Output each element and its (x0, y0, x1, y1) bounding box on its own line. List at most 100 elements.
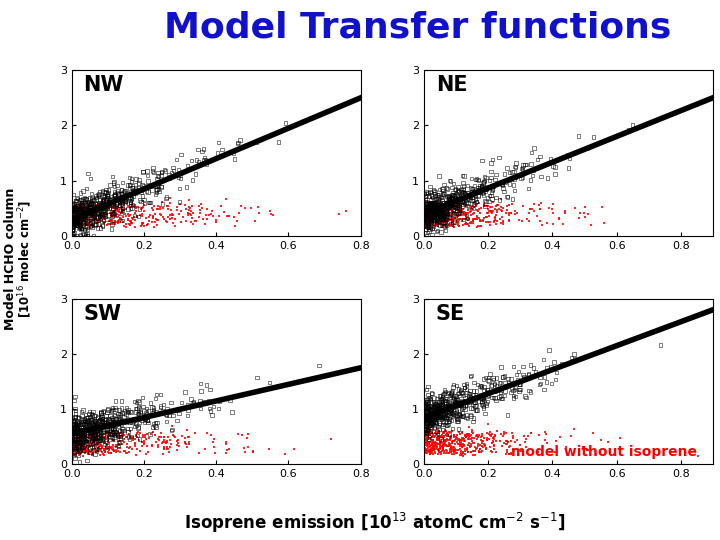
Point (424, 210, 436, 218)
Point (436, 405, 447, 414)
Point (90, 421, 102, 429)
Point (113, 414, 125, 422)
Point (440, 208, 451, 217)
Point (73, 420, 85, 429)
Point (418, 414, 430, 423)
Point (108, 435, 120, 444)
Point (419, 220, 431, 228)
Point (159, 437, 171, 446)
Point (464, 392, 476, 400)
Point (89, 435, 101, 443)
Point (97, 198, 109, 207)
Point (459, 431, 470, 440)
Point (459, 194, 471, 203)
Point (452, 198, 464, 206)
Point (440, 437, 451, 445)
Point (426, 191, 438, 199)
Point (478, 396, 490, 404)
Point (233, 209, 244, 218)
Point (480, 400, 492, 408)
Point (128, 212, 140, 221)
Point (426, 447, 438, 456)
Point (96, 435, 107, 443)
Point (112, 436, 123, 445)
Point (86, 190, 97, 198)
Point (112, 187, 123, 195)
Point (462, 193, 473, 202)
Point (120, 433, 132, 441)
Point (81, 204, 93, 213)
Point (465, 403, 477, 412)
Point (129, 397, 140, 406)
Point (89, 203, 100, 212)
Point (93, 217, 104, 225)
Point (483, 198, 495, 206)
Point (446, 194, 458, 203)
Point (473, 430, 485, 439)
Point (424, 208, 436, 217)
Point (99, 199, 110, 208)
Point (68, 436, 79, 444)
Point (541, 439, 552, 448)
Point (90, 192, 102, 200)
Point (148, 405, 160, 414)
Point (420, 421, 431, 429)
Point (426, 213, 438, 221)
Point (149, 430, 161, 439)
Point (524, 176, 536, 184)
Point (448, 447, 459, 456)
Point (107, 210, 119, 218)
Point (480, 173, 492, 182)
Point (426, 426, 437, 434)
Point (562, 151, 573, 159)
Point (467, 197, 478, 205)
Point (85, 424, 96, 433)
Point (438, 433, 449, 441)
Point (169, 215, 181, 224)
Point (441, 448, 452, 457)
Point (437, 204, 449, 212)
Point (449, 208, 460, 217)
Point (424, 418, 436, 427)
Point (122, 190, 134, 198)
Point (428, 402, 440, 411)
Point (142, 416, 153, 425)
Point (115, 430, 127, 438)
Point (453, 410, 464, 418)
Point (466, 440, 477, 449)
Point (434, 203, 446, 212)
Point (94, 434, 106, 442)
Point (487, 436, 499, 445)
Point (432, 208, 444, 217)
Point (94, 224, 106, 232)
Point (129, 209, 140, 218)
Point (425, 224, 436, 232)
Point (444, 193, 455, 202)
Point (124, 418, 135, 427)
Point (455, 385, 467, 394)
Point (475, 436, 487, 444)
Point (73, 213, 84, 222)
Point (431, 442, 442, 450)
Point (69, 425, 81, 434)
Point (423, 447, 434, 455)
Point (95, 208, 107, 217)
Point (124, 407, 135, 416)
Point (431, 206, 442, 215)
Point (452, 187, 464, 196)
Point (116, 193, 127, 202)
Point (112, 420, 124, 428)
Point (423, 217, 435, 225)
Point (101, 195, 112, 204)
Point (444, 440, 455, 449)
Point (433, 406, 444, 415)
Point (101, 201, 112, 210)
Point (74, 432, 86, 441)
Point (444, 406, 456, 414)
Point (174, 409, 185, 418)
Point (71, 207, 83, 215)
Point (74, 214, 86, 223)
Point (425, 201, 436, 210)
Point (446, 195, 457, 204)
Point (485, 431, 497, 440)
